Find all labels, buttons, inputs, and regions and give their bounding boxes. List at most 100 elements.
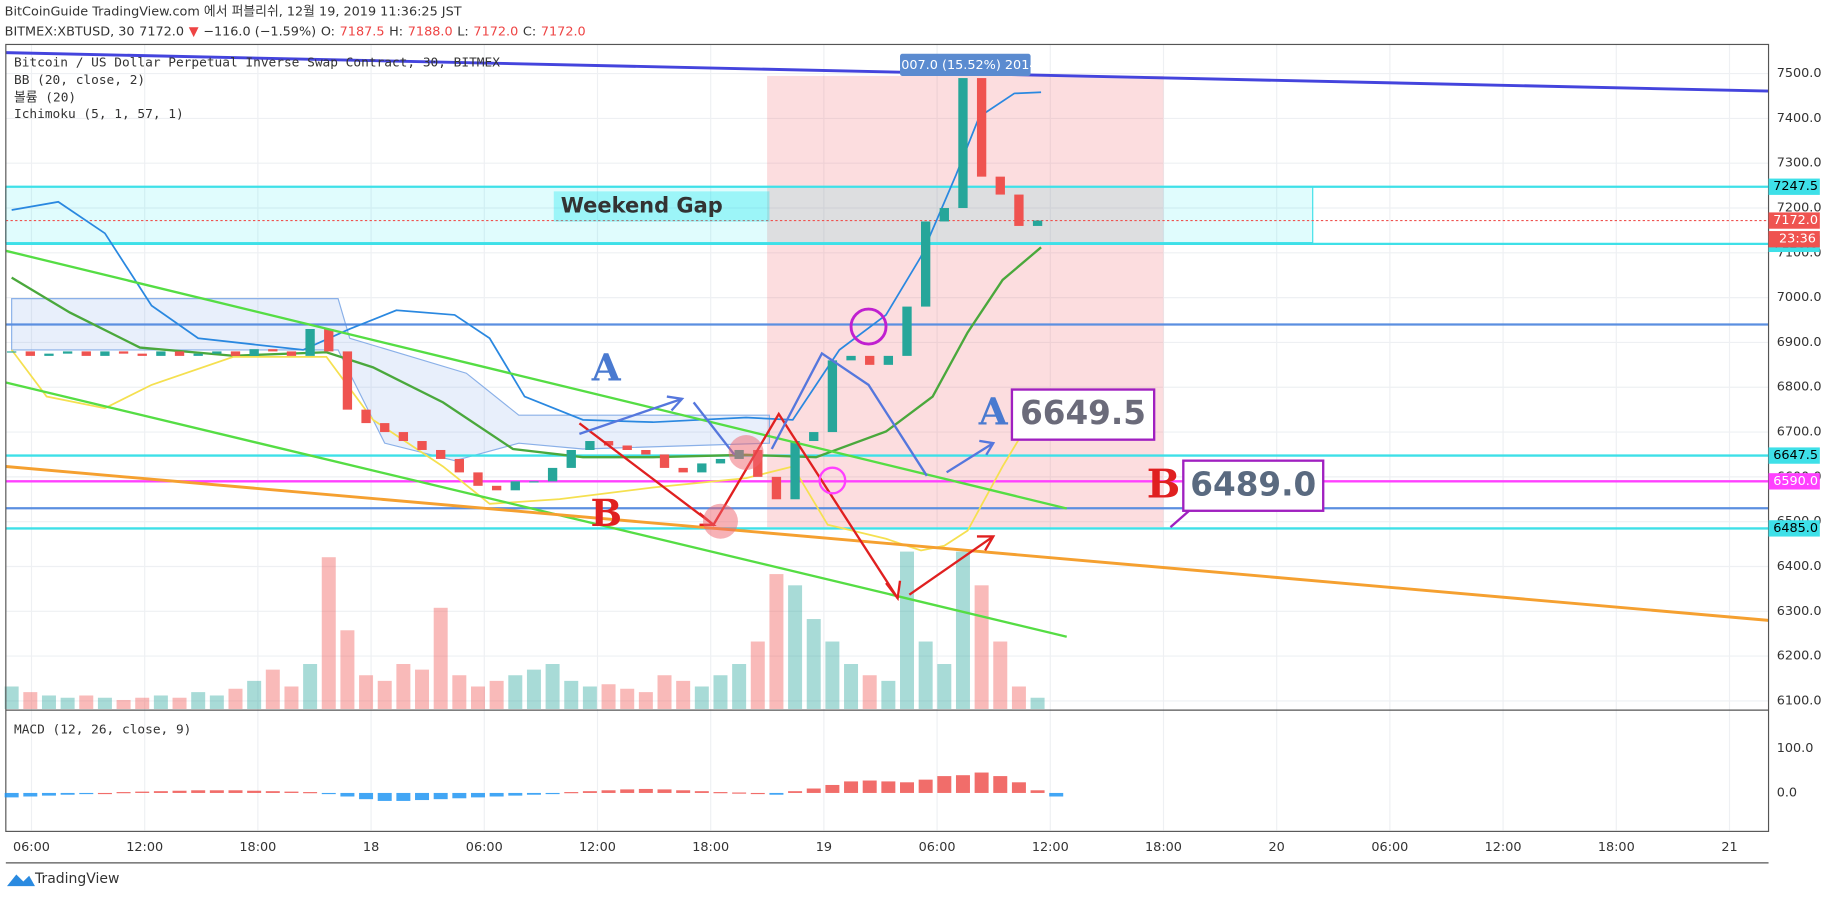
candle: [678, 467, 688, 473]
macd-bar: [359, 792, 374, 800]
trend-line: [5, 249, 1067, 510]
volume-bar: [340, 630, 355, 709]
header-line1: BitCoinGuide TradingView.com 에서 퍼블리쉬, 12…: [5, 4, 462, 19]
macd-bar: [508, 792, 523, 796]
macd-bar: [620, 789, 635, 793]
volume-bar: [452, 675, 467, 709]
gap-label: Weekend Gap: [561, 194, 723, 218]
y-tick-label: 6300.0: [1777, 604, 1822, 619]
y-tick-label: 6800.0: [1777, 380, 1822, 395]
candle: [566, 449, 576, 468]
macd-tick-label: 0.0: [1777, 785, 1797, 800]
macd-bar: [265, 791, 280, 793]
x-tick-label: 18:00: [1598, 840, 1635, 855]
smiley: [849, 307, 888, 346]
x-tick-label: 12:00: [579, 840, 616, 855]
macd-bar: [732, 792, 747, 794]
pointer: [1169, 509, 1190, 528]
candle: [659, 454, 670, 468]
volume-bar: [769, 574, 784, 709]
footer: TradingView: [34, 871, 119, 887]
x-tick-label: 06:00: [466, 840, 503, 855]
candle: [25, 351, 35, 356]
macd-bar: [825, 784, 840, 793]
volume-bar: [23, 692, 38, 709]
candle: [286, 351, 297, 356]
candle: [156, 351, 166, 356]
candle: [547, 467, 558, 482]
candle: [1014, 194, 1024, 226]
candle: [771, 476, 782, 500]
header-part: 7172.0: [139, 24, 184, 39]
macd-bar: [862, 780, 877, 793]
volume-bar: [974, 585, 989, 709]
gap-label-bg: [553, 191, 770, 222]
x-tick-label: 12:00: [126, 840, 163, 855]
volume-bar: [4, 686, 19, 709]
macd-title: MACD (12, 26, close, 9): [14, 722, 191, 737]
gap-box: [5, 186, 1314, 244]
candle: [81, 351, 91, 356]
trend-line: [5, 465, 1769, 622]
candle: [883, 355, 894, 365]
candle: [865, 355, 875, 365]
volume-bar: [135, 697, 150, 709]
price-label-bg: [1768, 178, 1820, 195]
header-part: O:: [321, 24, 335, 39]
measure-label-bg: [900, 53, 1031, 76]
candle: [902, 306, 912, 356]
candle: [305, 328, 315, 356]
x-tick-label: 06:00: [919, 840, 956, 855]
header-part: ▼: [189, 24, 199, 39]
y-tick-label: 6700.0: [1777, 425, 1822, 440]
macd-bar: [452, 792, 467, 799]
trend-line: [5, 51, 1769, 93]
letter: A: [978, 390, 1009, 434]
macd-bar: [116, 792, 131, 794]
legend-ichimoku: Ichimoku (5, 1, 57, 1): [14, 107, 184, 122]
candle: [622, 445, 632, 450]
price-label-bg: [1768, 473, 1820, 490]
macd-bar: [209, 790, 224, 793]
volume-bar: [788, 585, 803, 709]
macd-bar: [844, 781, 859, 793]
macd-bar: [489, 792, 504, 797]
volume-bar: [526, 669, 541, 709]
header-part: −116.0 (−1.59%): [203, 24, 316, 39]
volume-bar: [545, 664, 560, 709]
macd-bar: [172, 790, 187, 793]
candle: [697, 463, 707, 473]
bb-lower: [10, 349, 1042, 552]
x-tick-label: 20: [1269, 840, 1285, 855]
candle: [361, 409, 371, 424]
volume-bar: [955, 551, 970, 709]
target-box: [1010, 388, 1156, 441]
bb-middle: [11, 246, 1042, 459]
candle: [473, 472, 483, 486]
candle: [268, 349, 278, 352]
volume-bar: [415, 669, 430, 709]
candle: [603, 441, 614, 446]
x-tick-label: 19: [816, 840, 832, 855]
candle: [342, 351, 353, 410]
macd-bar: [377, 792, 392, 801]
volume-bar: [284, 686, 299, 709]
volume-bar: [862, 675, 877, 709]
candle: [174, 351, 185, 356]
pane-border: [5, 43, 1770, 832]
volume-bar: [620, 688, 635, 709]
volume-bar: [900, 551, 914, 709]
price-label: 7172.0: [1773, 213, 1818, 228]
logo: [6, 874, 35, 887]
volume-bar: [713, 675, 728, 709]
macd-bar: [135, 791, 150, 793]
target-box: [1182, 459, 1325, 512]
macd-bar: [470, 792, 485, 798]
candle: [118, 351, 129, 354]
price-label-bg: [1768, 447, 1820, 464]
volume-bar: [601, 684, 616, 709]
volume-bar: [564, 680, 579, 709]
x-tick-label: 18:00: [1145, 840, 1182, 855]
